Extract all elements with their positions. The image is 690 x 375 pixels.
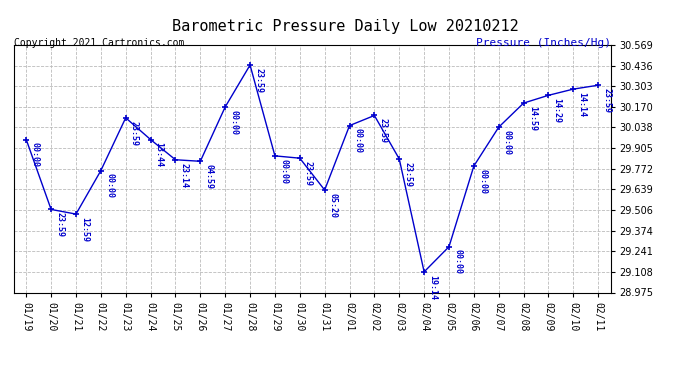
Text: Pressure (Inches/Hg): Pressure (Inches/Hg) — [475, 38, 611, 48]
Text: Copyright 2021 Cartronics.com: Copyright 2021 Cartronics.com — [14, 38, 184, 48]
Text: 23:59: 23:59 — [55, 212, 64, 237]
Text: 12:59: 12:59 — [80, 217, 89, 242]
Text: 00:00: 00:00 — [478, 169, 487, 194]
Text: 00:00: 00:00 — [503, 130, 512, 155]
Text: 14:29: 14:29 — [553, 98, 562, 123]
Text: 00:00: 00:00 — [30, 142, 39, 167]
Text: 00:00: 00:00 — [453, 249, 462, 274]
Text: 00:00: 00:00 — [105, 173, 114, 198]
Text: 14:14: 14:14 — [578, 92, 586, 117]
Text: 23:59: 23:59 — [254, 68, 263, 93]
Text: 23:59: 23:59 — [602, 88, 611, 113]
Text: 23:59: 23:59 — [304, 161, 313, 186]
Text: 14:59: 14:59 — [528, 106, 537, 131]
Text: 19:14: 19:14 — [428, 274, 437, 300]
Text: 00:00: 00:00 — [354, 128, 363, 153]
Text: 05:20: 05:20 — [329, 193, 338, 218]
Text: 23:59: 23:59 — [404, 162, 413, 187]
Text: 23:59: 23:59 — [379, 118, 388, 143]
Text: 04:59: 04:59 — [204, 164, 213, 189]
Text: 00:00: 00:00 — [229, 110, 238, 135]
Text: 00:00: 00:00 — [279, 159, 288, 184]
Text: 13:44: 13:44 — [155, 142, 164, 167]
Text: 23:59: 23:59 — [130, 121, 139, 146]
Text: 23:14: 23:14 — [179, 162, 188, 188]
Text: Barometric Pressure Daily Low 20210212: Barometric Pressure Daily Low 20210212 — [172, 19, 518, 34]
